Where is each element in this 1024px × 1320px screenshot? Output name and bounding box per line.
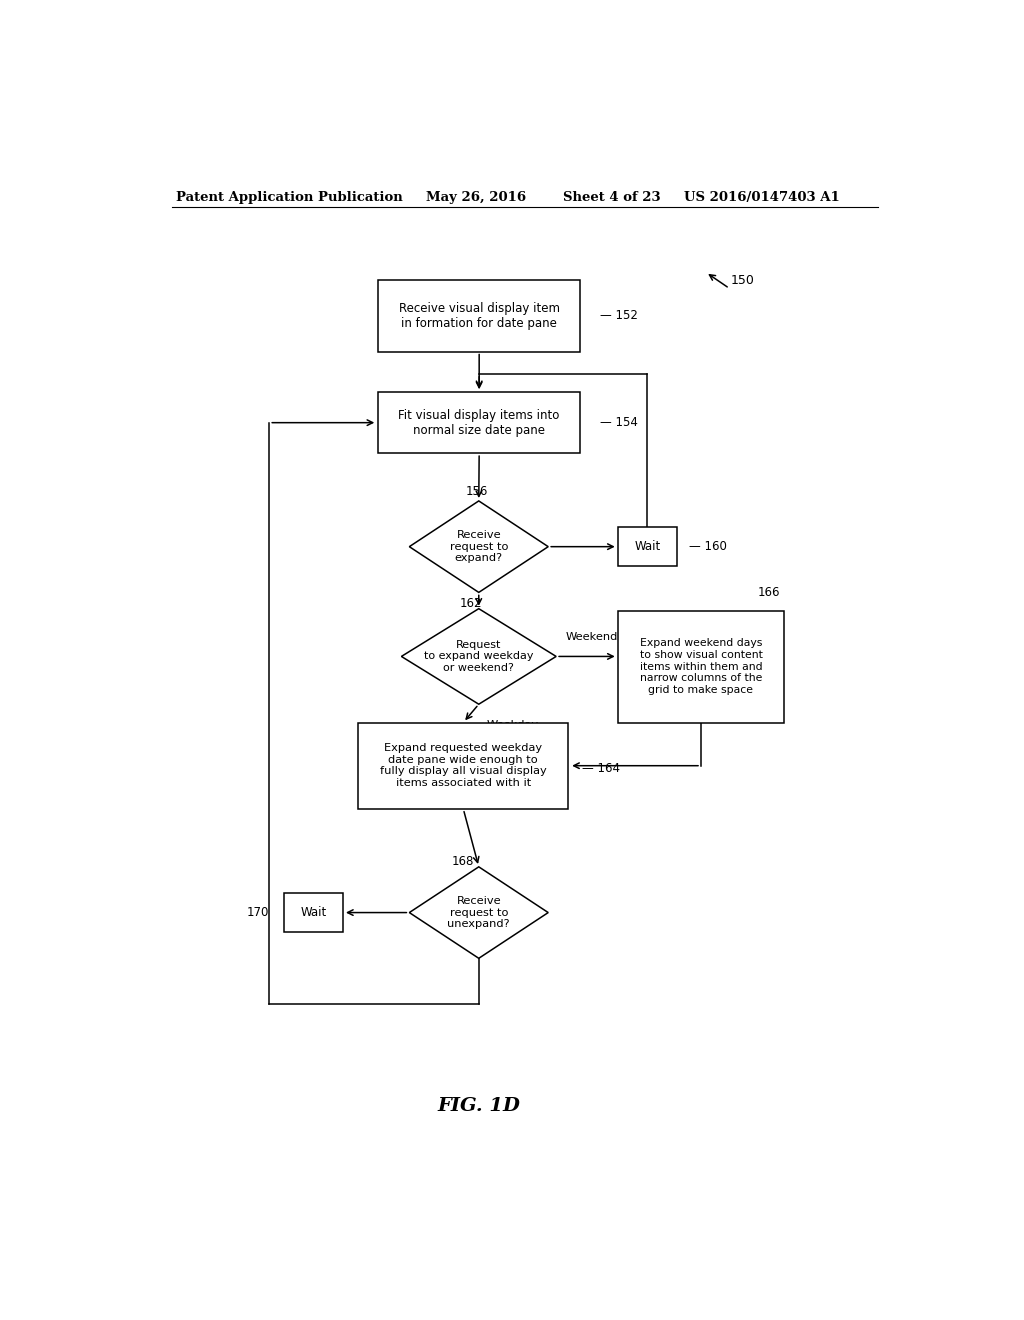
FancyBboxPatch shape	[358, 722, 568, 809]
Text: 168: 168	[452, 855, 474, 869]
FancyBboxPatch shape	[617, 528, 677, 566]
Text: Expand requested weekday
date pane wide enough to
fully display all visual displ: Expand requested weekday date pane wide …	[380, 743, 547, 788]
Text: Request
to expand weekday
or weekend?: Request to expand weekday or weekend?	[424, 640, 534, 673]
FancyBboxPatch shape	[378, 280, 581, 351]
Text: Patent Application Publication: Patent Application Publication	[176, 190, 402, 203]
FancyBboxPatch shape	[617, 611, 784, 722]
Text: — 160: — 160	[689, 540, 727, 553]
Text: Weekend: Weekend	[565, 632, 618, 643]
Text: Fit visual display items into
normal size date pane: Fit visual display items into normal siz…	[398, 409, 560, 437]
Text: FIG. 1D: FIG. 1D	[437, 1097, 520, 1114]
Text: Wait: Wait	[634, 540, 660, 553]
Text: 162: 162	[460, 597, 482, 610]
Text: Sheet 4 of 23: Sheet 4 of 23	[563, 190, 660, 203]
Text: US 2016/0147403 A1: US 2016/0147403 A1	[684, 190, 840, 203]
Text: — 154: — 154	[600, 416, 638, 429]
Text: 170: 170	[247, 906, 269, 919]
Text: Receive
request to
unexpand?: Receive request to unexpand?	[447, 896, 510, 929]
Text: May 26, 2016: May 26, 2016	[426, 190, 525, 203]
Text: 166: 166	[757, 586, 779, 598]
Polygon shape	[410, 500, 548, 593]
Text: 156: 156	[465, 486, 487, 498]
Text: Wait: Wait	[300, 906, 327, 919]
Text: Weekday: Weekday	[486, 721, 539, 730]
Text: — 152: — 152	[600, 309, 638, 322]
FancyBboxPatch shape	[284, 894, 343, 932]
Text: 150: 150	[731, 273, 755, 286]
Polygon shape	[410, 867, 548, 958]
Text: Expand weekend days
to show visual content
items within them and
narrow columns : Expand weekend days to show visual conte…	[640, 639, 763, 694]
Text: — 164: — 164	[582, 762, 620, 775]
Text: Receive visual display item
in formation for date pane: Receive visual display item in formation…	[398, 302, 560, 330]
FancyBboxPatch shape	[378, 392, 581, 453]
Text: Receive
request to
expand?: Receive request to expand?	[450, 531, 508, 564]
Polygon shape	[401, 609, 556, 704]
